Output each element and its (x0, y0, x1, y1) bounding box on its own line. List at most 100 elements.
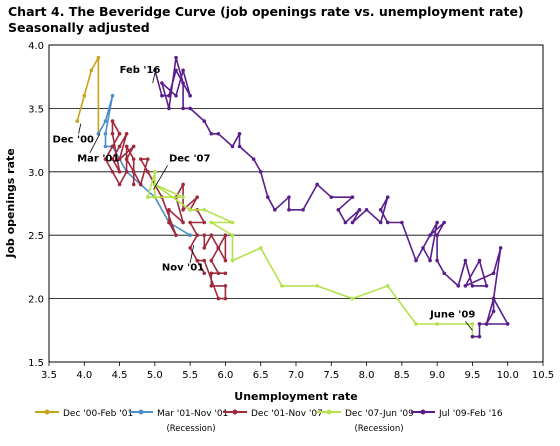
data-point (273, 208, 277, 212)
data-point (287, 195, 291, 199)
data-point (124, 170, 129, 174)
data-point (505, 322, 510, 326)
data-point (110, 93, 115, 98)
data-point (167, 220, 171, 225)
data-point (131, 170, 136, 174)
data-point (110, 144, 115, 149)
data-point (470, 334, 475, 339)
data-point (96, 55, 101, 60)
data-point (216, 131, 221, 136)
annotation-leader (89, 133, 101, 153)
data-point (195, 258, 199, 263)
data-point (153, 68, 157, 73)
data-point (188, 220, 192, 225)
data-point (364, 208, 369, 212)
data-point (181, 220, 185, 225)
data-point (230, 233, 235, 237)
y-tick-label: 4.0 (28, 41, 44, 52)
data-point (153, 195, 157, 199)
data-point (146, 157, 150, 161)
data-point (160, 93, 164, 98)
data-point (167, 208, 171, 212)
data-point (117, 131, 122, 136)
data-point (378, 208, 383, 212)
data-point (188, 208, 192, 212)
data-point (209, 131, 214, 136)
data-point (188, 106, 192, 111)
data-point (456, 284, 461, 288)
x-axis-label: Unemployment rate (234, 390, 357, 403)
data-point (258, 246, 263, 250)
series-line (76, 56, 100, 134)
data-point (202, 119, 207, 123)
data-point (237, 144, 242, 149)
data-point (216, 246, 221, 250)
data-point (287, 208, 291, 212)
data-point (350, 220, 355, 225)
x-tick-label: 8.0 (359, 370, 375, 381)
data-point (209, 233, 214, 237)
data-point (216, 271, 221, 276)
data-point (110, 131, 115, 136)
y-tick-label: 2.0 (28, 295, 44, 306)
data-point (491, 271, 496, 276)
x-tick-label: 3.5 (41, 370, 57, 381)
data-point (195, 233, 199, 237)
data-point (280, 284, 284, 288)
data-point (435, 258, 439, 263)
data-point (124, 144, 129, 149)
data-point (146, 195, 150, 199)
data-point (428, 258, 432, 263)
data-point (167, 93, 171, 98)
data-point (188, 93, 192, 98)
axis-ticks: 1.5 2.0 2.5 3.0 3.5 4.0 3.5 4.0 4.5 5.0 5.5 6.0 6.5 7… (28, 41, 554, 381)
annotation-label: Mar '01 (77, 154, 119, 165)
data-point (230, 220, 235, 225)
data-point (181, 208, 185, 212)
data-point (491, 296, 496, 301)
annotation-leader (152, 72, 156, 84)
data-point (435, 220, 439, 225)
data-point (82, 93, 87, 98)
data-point (124, 157, 129, 161)
data-point (181, 195, 185, 199)
data-point (138, 157, 143, 161)
data-point (202, 271, 207, 276)
legend-swatch-marker (44, 409, 50, 415)
y-tick-label: 3.0 (28, 168, 44, 179)
data-point (103, 131, 108, 136)
data-point (110, 170, 115, 174)
data-point (188, 246, 192, 250)
annotation-label: Dec '07 (169, 154, 211, 165)
x-tick-label: 7.0 (288, 370, 304, 381)
data-point (146, 170, 150, 174)
data-point (301, 208, 305, 212)
x-tick-label: 9.5 (464, 370, 480, 381)
legend-label: Dec '00-Feb '01 (63, 409, 133, 419)
data-point (160, 81, 164, 85)
data-point (202, 233, 207, 237)
data-point (442, 271, 447, 276)
legend-swatch-marker (326, 409, 332, 415)
annotation-label: Nov '01 (162, 263, 204, 274)
data-point (378, 220, 383, 225)
data-point (435, 233, 439, 237)
annotation-leader (465, 321, 473, 331)
x-tick-label: 10.0 (497, 370, 519, 381)
data-point (442, 220, 447, 225)
data-point (435, 322, 439, 326)
data-point (484, 322, 489, 326)
x-tick-label: 7.5 (323, 370, 339, 381)
data-point (421, 246, 425, 250)
x-tick-label: 10.5 (532, 370, 554, 381)
data-point (117, 182, 122, 187)
data-point (237, 131, 242, 136)
x-tick-label: 9.0 (429, 370, 445, 381)
data-point (216, 296, 221, 301)
data-point (223, 258, 228, 263)
data-point (202, 246, 207, 250)
x-tick-label: 4.5 (112, 370, 128, 381)
data-point (209, 220, 214, 225)
data-point (202, 208, 207, 212)
data-point (223, 271, 228, 276)
